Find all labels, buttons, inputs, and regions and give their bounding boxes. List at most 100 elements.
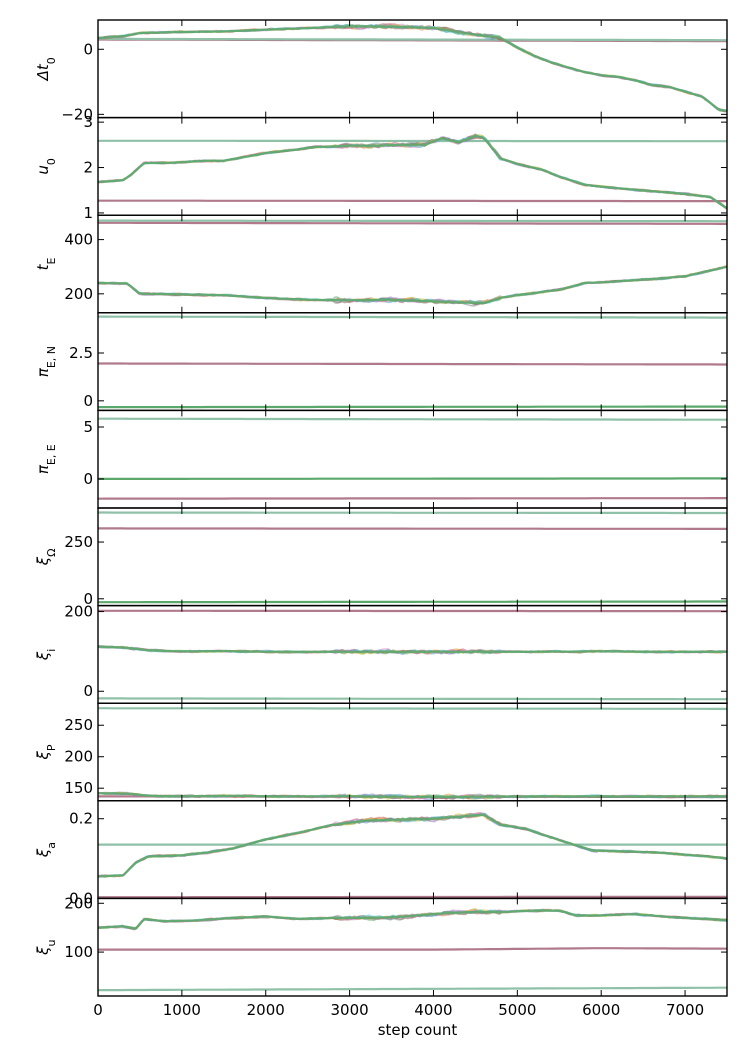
- panel-8-ylabel: ξa: [34, 842, 58, 858]
- panel-1-series-2: [98, 134, 727, 210]
- panel-1-ytick-label-1: 2: [83, 159, 93, 177]
- panel-8: 0.0 0.2 ξa: [34, 800, 728, 907]
- panel-6-frame: [97, 604, 728, 704]
- panel-0-walker-7: [98, 24, 727, 113]
- panel-8-ytick-label-0: 0.0: [69, 889, 93, 907]
- panel-2-traces: [98, 219, 727, 307]
- panel-4-ytick-label-0: 0: [83, 470, 93, 488]
- panel-7-series-2: [98, 792, 727, 799]
- panel-3-series-2: [98, 405, 727, 409]
- panel-9-ytick-label-1: 200: [64, 894, 93, 912]
- panel-8-traces: [98, 812, 727, 899]
- panel-9-walker-3: [98, 908, 727, 930]
- panel-6-traces: [98, 609, 727, 701]
- panel-3-frame: [97, 312, 728, 412]
- panel-0-traces: [98, 23, 727, 113]
- panel-2-ytick-label-1: 400: [64, 231, 93, 249]
- panel-9-ylabel: ξu: [34, 940, 58, 956]
- panel-3-series-1: [98, 315, 727, 319]
- panel-9-traces: [98, 908, 727, 992]
- xtick-label-1: 1000: [163, 1001, 201, 1019]
- panel-1-ytick-label-0: 1: [83, 204, 93, 222]
- panel-7: 150 200 250 ξP: [34, 702, 728, 802]
- panel-1-traces: [98, 133, 727, 210]
- panel-0-walker-8: [98, 24, 727, 112]
- panel-8-series-2: [98, 813, 727, 878]
- panel-0-walker-2: [98, 23, 727, 113]
- panel-9-walker-9: [98, 908, 727, 930]
- panel-2: 200 400 tE: [34, 214, 728, 314]
- panel-0-frame: [97, 19, 728, 119]
- panel-2-ytick-label-0: 200: [64, 285, 93, 303]
- panel-0: −20 0 Δt0: [34, 19, 728, 123]
- panel-7-ytick-label-1: 200: [64, 748, 93, 766]
- panel-2-walker-8: [98, 265, 727, 304]
- xtick-label-0: 0: [93, 1001, 103, 1019]
- panel-0-walker-6: [98, 23, 727, 112]
- panel-0-series-1: [98, 37, 727, 42]
- panel-7-ytick-label-2: 250: [64, 716, 93, 734]
- xtick-label-7: 7000: [666, 1001, 704, 1019]
- panel-7-ytick-label-0: 150: [64, 779, 93, 797]
- panel-2-series-0: [98, 221, 727, 225]
- panel-0-series-2: [98, 25, 727, 113]
- panel-9-walker-7: [98, 909, 727, 930]
- panel-8-frame: [97, 800, 728, 900]
- panel-6-series-2: [98, 645, 727, 653]
- panel-5-series-0: [98, 527, 727, 530]
- panel-1-ytick-label-2: 3: [83, 113, 93, 131]
- panel-6-ytick-label-0: 0: [83, 682, 93, 700]
- panel-0-ytick-label-1: 0: [83, 40, 93, 58]
- panel-3-traces: [98, 315, 727, 409]
- panel-3-series-0: [98, 362, 727, 366]
- panel-4-ytick-label-1: 5: [83, 418, 93, 436]
- panel-9-series-1: [98, 986, 727, 992]
- panel-5-ytick-label-1: 250: [64, 533, 93, 551]
- x-axis-label: step count: [378, 1021, 458, 1039]
- panel-1: 1 2 3 u0: [34, 113, 728, 222]
- panel-4-series-2: [98, 477, 727, 480]
- xtick-label-6: 6000: [582, 1001, 620, 1019]
- panel-9-frame: [97, 897, 728, 997]
- panel-7-ylabel: ξP: [34, 744, 58, 760]
- panel-5-series-2: [98, 600, 727, 604]
- panel-5-ytick-label-0: 0: [83, 590, 93, 608]
- xtick-label-3: 3000: [331, 1001, 369, 1019]
- panel-9: 100 200 ξu: [34, 894, 728, 997]
- panel-0-walker-3: [98, 23, 727, 113]
- panel-4-frame: [97, 409, 728, 509]
- xtick-label-2: 2000: [247, 1001, 285, 1019]
- panel-7-series-0: [98, 707, 727, 710]
- panel-3-ytick-label-0: 0: [83, 392, 93, 410]
- panel-0-ytick-label-0: −20: [61, 105, 93, 123]
- panel-9-series-0: [98, 947, 727, 951]
- panel-9-walker-6: [98, 908, 727, 929]
- panel-6-ytick-label-1: 200: [64, 603, 93, 621]
- xtick-label-4: 4000: [414, 1001, 452, 1019]
- panel-2-walker-5: [98, 265, 727, 306]
- panel-1-walker-9: [98, 134, 727, 210]
- panel-3: 0 2.5 πE, N: [34, 312, 728, 412]
- panel-4-series-0: [98, 497, 727, 500]
- panel-8-ytick-label-1: 0.2: [69, 810, 93, 828]
- panel-1-ylabel: u0: [34, 158, 58, 175]
- panel-4-traces: [98, 417, 727, 500]
- panel-6: 0 200 ξi: [34, 603, 728, 704]
- panel-7-frame: [97, 702, 728, 802]
- panel-2-series-1: [98, 219, 727, 223]
- panel-2-ylabel: tE: [34, 258, 58, 271]
- panel-8-walker-1: [98, 814, 727, 878]
- panel-5-traces: [98, 511, 727, 604]
- panel-4: 0 5 πE, E: [34, 409, 728, 509]
- panel-5: 0 250 ξΩ: [34, 507, 728, 608]
- panel-7-traces: [98, 707, 727, 801]
- panel-9-series-2: [98, 909, 727, 930]
- panel-0-walker-0: [98, 23, 727, 112]
- panel-0-walker-4: [98, 24, 727, 112]
- panel-6-ylabel: ξi: [34, 649, 58, 661]
- panel-2-series-2: [98, 265, 727, 305]
- panel-4-ylabel: πE, E: [34, 444, 58, 474]
- panel-3-ylabel: πE, N: [34, 346, 58, 377]
- panel-0-walker-9: [98, 23, 727, 112]
